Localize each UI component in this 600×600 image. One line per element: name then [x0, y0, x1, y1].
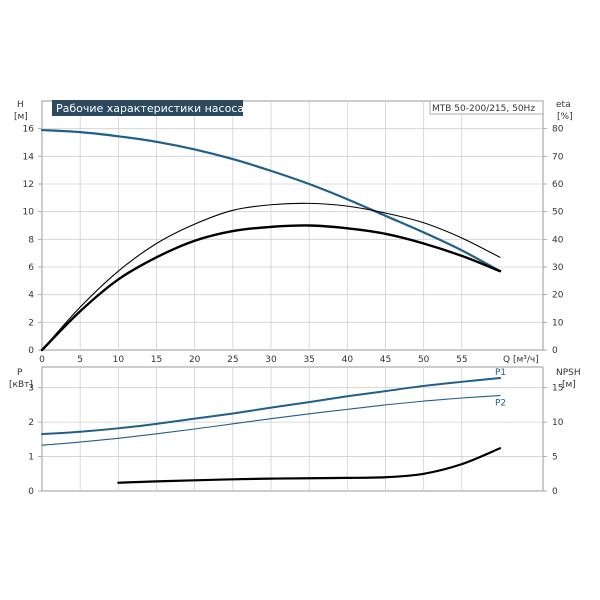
y-tick-label-right: 40	[552, 235, 564, 245]
y-axis-label-eta: eta	[556, 100, 571, 110]
y-axis-unit-power: [кВт]	[9, 380, 33, 390]
x-tick-label: 50	[418, 355, 430, 365]
series-label-p2: P2	[495, 399, 506, 409]
x-tick-label: 45	[380, 355, 391, 365]
y-tick-label-left: 0	[28, 487, 34, 497]
model-label: MTB 50-200/215, 50Hz	[432, 104, 535, 114]
top-panel: Рабочие характеристики насоса MTB 50-200…	[14, 100, 573, 365]
chart-title-box	[52, 100, 243, 116]
y-tick-label-right: 60	[552, 180, 564, 190]
series-line-efficiency-thick	[40, 224, 502, 352]
y-tick-label-left: 1	[28, 453, 34, 463]
y-tick-label-right: 10	[552, 418, 564, 428]
y-tick-label-right: 0	[552, 346, 558, 356]
y-tick-label-left: 3	[28, 384, 34, 394]
series-line-p1	[41, 377, 501, 436]
y-tick-label-right: 70	[552, 152, 564, 162]
y-tick-label-right: 20	[552, 291, 564, 301]
y-tick-label-left: 2	[28, 418, 34, 428]
y-tick-label-left: 12	[23, 180, 34, 190]
top-series	[40, 128, 502, 352]
x-tick-label: 0	[39, 355, 45, 365]
series-line-efficiency-thin	[41, 202, 501, 351]
model-box	[429, 100, 544, 115]
y-tick-label-right: 0	[552, 487, 558, 497]
y-axis-unit-eta: [%]	[557, 112, 573, 122]
bottom-tick-labels: 0 1 2 3 0 5 10 15	[28, 384, 563, 497]
y-tick-label-left: 10	[23, 208, 35, 218]
series-label-p1: P1	[495, 368, 506, 378]
series-line-npsh	[117, 447, 502, 484]
x-tick-label: 30	[265, 355, 277, 365]
x-tick-label: 15	[151, 355, 162, 365]
x-tick-label: 10	[113, 355, 125, 365]
x-tick-label: 5	[77, 355, 83, 365]
bottom-panel: P [кВт] NPSH [м] 0 1 2 3 0 5 10 15 P1 P2	[9, 366, 581, 497]
bottom-series	[41, 377, 502, 484]
x-tick-label: 25	[227, 355, 238, 365]
y-tick-label-left: 0	[28, 346, 34, 356]
x-axis-label: Q [м³/ч]	[503, 355, 539, 365]
y-axis-label-head: H	[17, 100, 24, 110]
top-grid	[42, 101, 543, 350]
y-tick-label-right: 15	[552, 384, 563, 394]
y-axis-label-power: P	[17, 368, 23, 378]
x-tick-label: 55	[456, 355, 467, 365]
y-tick-label-left: 14	[23, 152, 35, 162]
y-tick-label-left: 8	[28, 235, 34, 245]
x-tick-label: 35	[303, 355, 314, 365]
x-tick-label: 40	[342, 355, 354, 365]
series-line-p2	[41, 395, 501, 446]
y-tick-label-right: 50	[552, 208, 564, 218]
y-axis-unit-head: [м]	[14, 112, 28, 122]
bottom-series-labels: P1 P2	[495, 368, 506, 409]
y-tick-label-right: 80	[552, 125, 564, 135]
series-line-head	[40, 128, 502, 273]
y-tick-label-right: 10	[552, 318, 564, 328]
x-tick-label: 20	[189, 355, 201, 365]
y-tick-label-right: 30	[552, 263, 564, 273]
top-tick-labels: 0 2 4 6 8 10 12 14 16 0 10 20 30 40 50 60 70 80 0 5 10 15 20 25…	[23, 125, 564, 365]
y-axis-unit-npsh: [м]	[562, 380, 576, 390]
y-tick-label-left: 4	[28, 291, 34, 301]
y-tick-label-left: 16	[23, 125, 35, 135]
y-tick-label-right: 5	[552, 453, 558, 463]
y-tick-label-left: 2	[28, 318, 34, 328]
chart-title: Рабочие характеристики насоса	[56, 102, 244, 115]
y-tick-label-left: 6	[28, 263, 34, 273]
y-axis-label-npsh: NPSH	[556, 368, 581, 378]
